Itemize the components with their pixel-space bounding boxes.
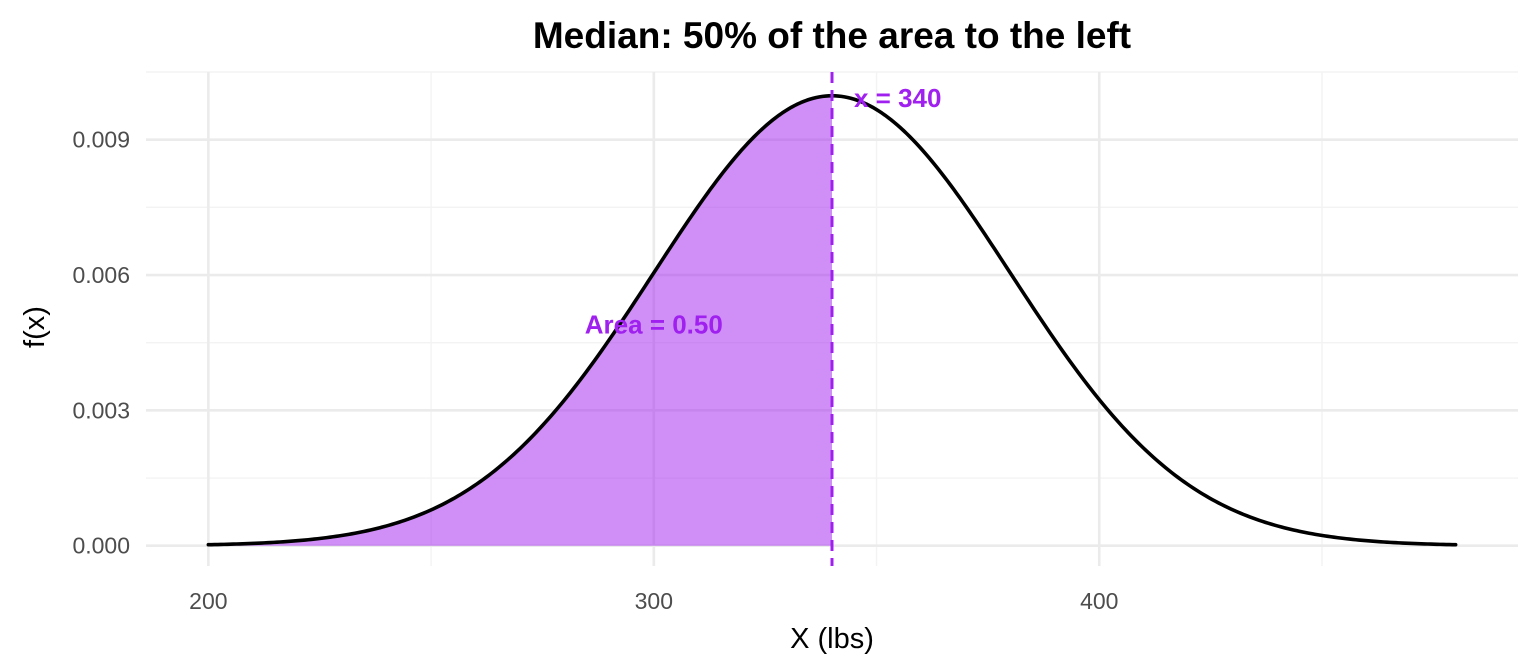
shaded-area-region [208, 95, 833, 546]
x-tick-label: 400 [1080, 588, 1118, 614]
x-tick-label: 300 [635, 588, 673, 614]
x-axis-ticks: 200 300 400 [189, 588, 1118, 614]
area-label: Area = 0.50 [585, 310, 723, 340]
median-layer: x = 340 Area = 0.50 [585, 72, 941, 566]
shaded-area [208, 95, 833, 546]
y-tick-label: 0.009 [72, 127, 130, 153]
y-tick-label: 0.000 [72, 533, 130, 559]
y-tick-label: 0.003 [72, 397, 130, 423]
x-axis-title: X (lbs) [790, 623, 874, 655]
y-axis-ticks: 0.000 0.003 0.006 0.009 [72, 127, 130, 559]
chart-title: Median: 50% of the area to the left [533, 15, 1131, 56]
y-tick-label: 0.006 [72, 262, 130, 288]
median-label: x = 340 [854, 83, 941, 113]
y-axis-title: f(x) [19, 306, 51, 348]
x-tick-label: 200 [189, 588, 227, 614]
